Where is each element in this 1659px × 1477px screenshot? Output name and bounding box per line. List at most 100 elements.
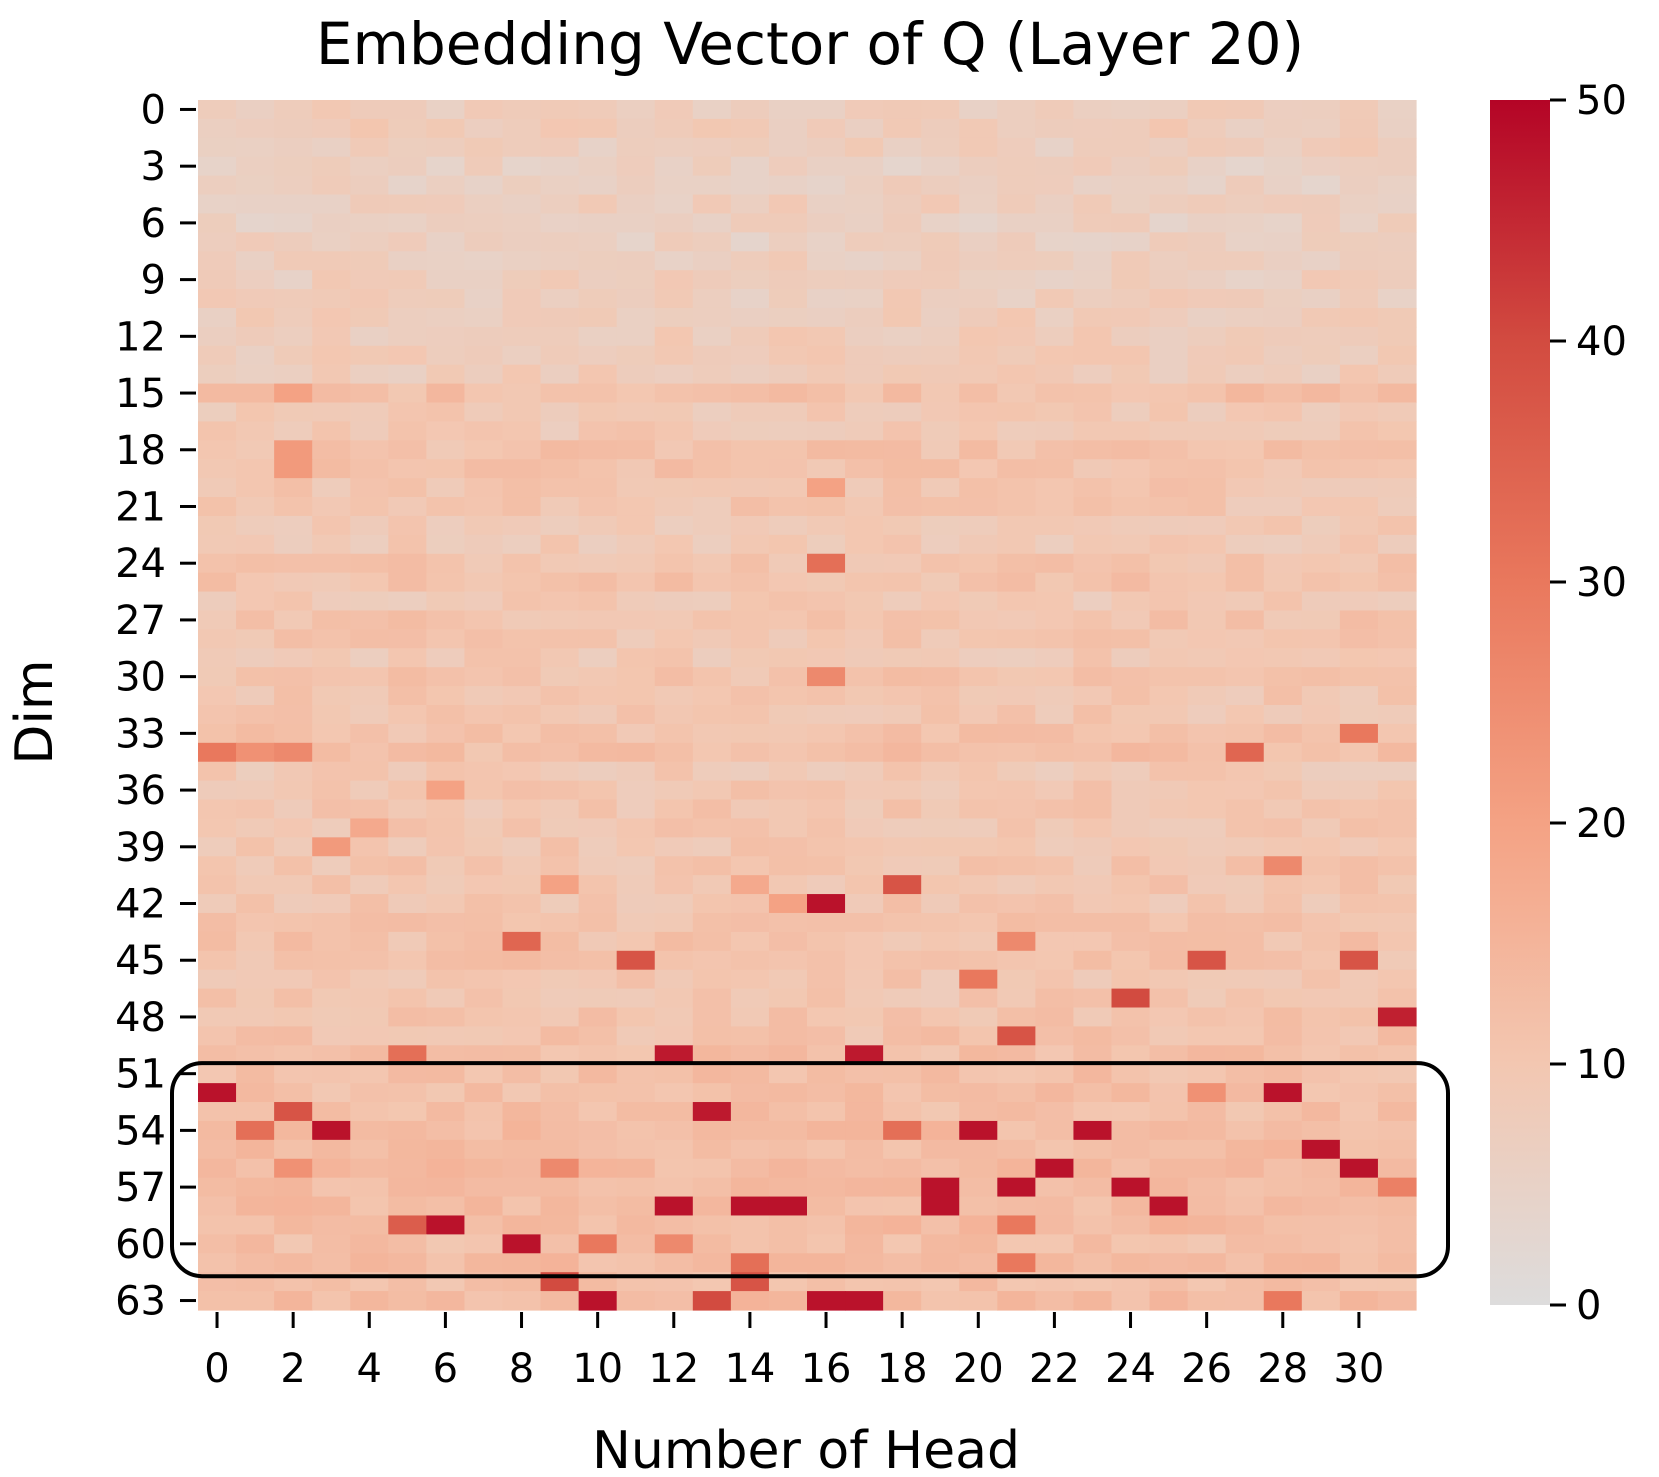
heatmap-cell xyxy=(959,251,998,271)
heatmap-cell xyxy=(274,289,313,309)
heatmap-cell xyxy=(1339,894,1379,914)
heatmap-cell xyxy=(540,1120,580,1141)
heatmap-cell xyxy=(578,1158,618,1179)
heatmap-cell xyxy=(692,950,732,971)
heatmap-cell xyxy=(730,610,770,630)
heatmap-cell xyxy=(1035,1007,1075,1028)
heatmap-cell xyxy=(1339,950,1379,971)
heatmap-cell xyxy=(654,383,694,404)
heatmap-cell xyxy=(502,988,542,1009)
heatmap-cell xyxy=(1377,1253,1417,1273)
heatmap-cell xyxy=(997,969,1036,990)
heatmap-cell xyxy=(426,364,466,385)
heatmap-cell xyxy=(198,931,237,952)
heatmap-cell xyxy=(388,1045,427,1065)
heatmap-cells xyxy=(198,100,1417,1311)
heatmap-cell xyxy=(312,1177,351,1198)
heatmap-cell xyxy=(921,686,960,706)
heatmap-cell xyxy=(464,553,504,574)
heatmap-cell xyxy=(426,270,466,290)
heatmap-cell xyxy=(692,307,732,328)
heatmap-cell xyxy=(1111,326,1151,347)
heatmap-cell xyxy=(959,988,998,1009)
heatmap-cell xyxy=(198,194,237,215)
heatmap-cell xyxy=(1111,818,1151,838)
heatmap-cell xyxy=(692,402,732,423)
heatmap-cell xyxy=(768,969,808,990)
heatmap-cell xyxy=(692,1007,732,1028)
heatmap-cell xyxy=(236,705,275,725)
heatmap-cell xyxy=(198,856,237,876)
heatmap-cell xyxy=(502,137,542,158)
heatmap-cell xyxy=(959,1102,998,1122)
heatmap-cell xyxy=(1339,553,1379,574)
heatmap-cell xyxy=(274,950,313,971)
heatmap-cell xyxy=(692,1045,732,1065)
heatmap-cell xyxy=(1301,553,1341,574)
heatmap-cell xyxy=(578,118,618,139)
heatmap-cell xyxy=(350,950,389,971)
heatmap-cell xyxy=(692,572,732,593)
heatmap-cell xyxy=(845,1007,884,1028)
heatmap-cell xyxy=(1187,1064,1227,1084)
heatmap-cell xyxy=(1111,629,1151,649)
heatmap-cell xyxy=(883,780,922,801)
heatmap-cell xyxy=(426,326,466,347)
heatmap-cell xyxy=(654,402,694,423)
heatmap-cell xyxy=(578,648,618,668)
heatmap-cell xyxy=(1377,1083,1417,1103)
heatmap-cell xyxy=(1225,1177,1265,1198)
heatmap-cell xyxy=(236,534,275,555)
heatmap-cell xyxy=(959,1007,998,1028)
heatmap-cell xyxy=(1225,572,1265,593)
heatmap-cell xyxy=(426,894,466,914)
heatmap-cell xyxy=(236,1234,275,1254)
heatmap-cell xyxy=(959,326,998,347)
heatmap-cell xyxy=(654,1026,694,1046)
heatmap-cell xyxy=(426,1158,466,1179)
x-tick-label: 0 xyxy=(204,1346,229,1392)
heatmap-cell xyxy=(730,667,770,687)
heatmap-cell xyxy=(692,137,732,158)
heatmap-cell xyxy=(540,1253,580,1273)
heatmap-cell xyxy=(1187,894,1227,914)
heatmap-cell xyxy=(997,497,1036,517)
heatmap-cell xyxy=(1187,497,1227,517)
heatmap-cell xyxy=(1111,723,1151,744)
heatmap-cell xyxy=(921,137,960,158)
heatmap-cell xyxy=(1377,856,1417,876)
heatmap-cell xyxy=(1225,1291,1265,1311)
heatmap-cell xyxy=(1111,1026,1151,1046)
heatmap-cell xyxy=(654,307,694,328)
heatmap-cell xyxy=(845,705,884,725)
heatmap-cell xyxy=(1111,1102,1151,1122)
heatmap-cell xyxy=(807,837,846,857)
heatmap-cell xyxy=(274,742,313,763)
heatmap-cell xyxy=(1301,459,1341,479)
heatmap-cell xyxy=(997,818,1036,838)
heatmap-cell xyxy=(578,875,618,895)
heatmap-cell xyxy=(1301,345,1341,366)
heatmap-cell xyxy=(1035,515,1075,536)
heatmap-cell xyxy=(426,856,466,876)
heatmap-cell xyxy=(578,251,618,271)
heatmap-cell xyxy=(1377,1139,1417,1160)
heatmap-cell xyxy=(1225,1139,1265,1160)
heatmap-cell xyxy=(350,326,389,347)
heatmap-cell xyxy=(388,1007,427,1028)
heatmap-cell xyxy=(236,118,275,139)
heatmap-cell xyxy=(464,459,504,479)
heatmap-cell xyxy=(350,307,389,328)
heatmap-cell xyxy=(274,421,313,441)
heatmap-cell xyxy=(1035,837,1075,857)
heatmap-cell xyxy=(692,1139,732,1160)
heatmap-cell xyxy=(997,1045,1036,1065)
heatmap-cell xyxy=(730,156,770,177)
heatmap-cell xyxy=(426,534,466,555)
heatmap-cell xyxy=(350,1026,389,1046)
heatmap-cell xyxy=(807,364,846,385)
heatmap-cell xyxy=(845,515,884,536)
heatmap-cell xyxy=(426,1234,466,1254)
heatmap-cell xyxy=(921,515,960,536)
heatmap-cell xyxy=(883,100,922,120)
